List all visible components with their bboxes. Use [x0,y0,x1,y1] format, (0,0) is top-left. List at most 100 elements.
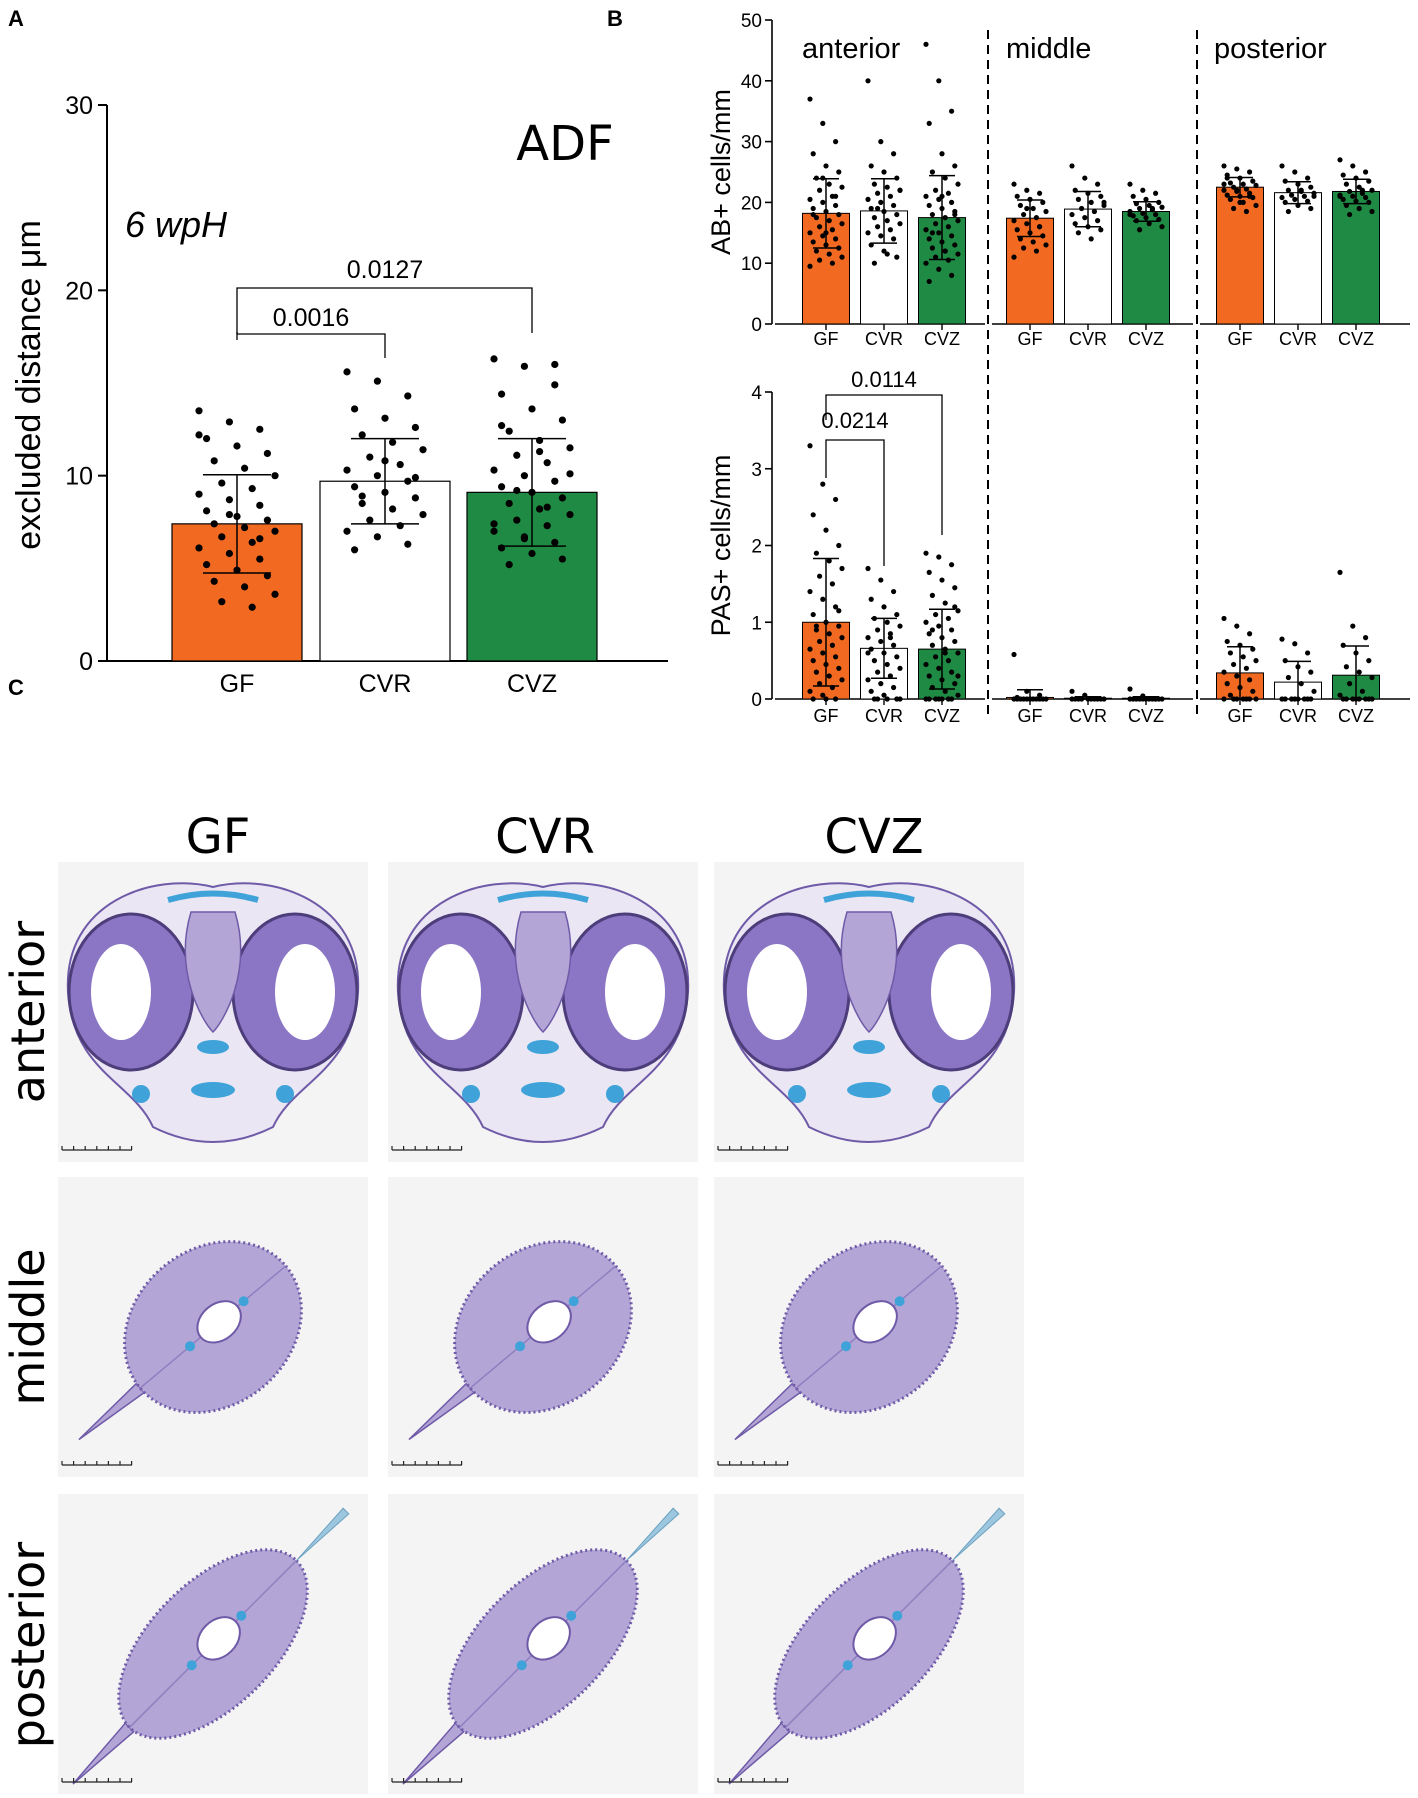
a-point-cvz [498,422,506,430]
b-top-point-middle-cvr [1082,215,1088,221]
b-top-point-middle-cvz [1149,205,1155,212]
b-top-point-posterior-gf [1227,180,1233,186]
c-trunk-section [78,1240,303,1441]
b-top-point-middle-cvr [1072,221,1078,227]
b-bottom-point-middle-gf [1043,696,1049,702]
a-point-gf [248,538,256,546]
c-cartilage [788,1085,806,1103]
c-goblet-cell [568,1296,579,1307]
a-x-tick-label: CVR [359,670,412,698]
b-bottom-point-anterior-cvz [936,665,942,671]
a-point-gf [218,479,226,487]
b-bottom-y-tick-label: 4 [751,383,762,404]
a-point-cvz [505,499,513,508]
b-top-point-middle-gf [1037,190,1043,196]
c-panel-middle-gf [58,1177,368,1477]
b-bottom-point-anterior-cvz [955,692,961,698]
b-top-point-posterior-gf [1221,181,1227,187]
b-top-point-anterior-cvz [936,266,942,272]
b-bottom-point-anterior-cvr [897,696,903,702]
b-bottom-point-anterior-cvz [949,627,955,633]
b-top-point-posterior-cvz [1350,193,1356,199]
b-bottom-x-tick-label: CVR [1279,706,1317,726]
b-bottom-point-anterior-gf [826,631,832,637]
b-region-label-middle: middle [1006,33,1091,65]
a-point-cvz [558,555,567,563]
c-column-label: GF [186,809,251,865]
b-top-point-middle-cvz [1143,196,1149,202]
b-top-point-posterior-cvr [1301,193,1307,199]
b-top-point-anterior-gf [807,196,813,202]
a-point-gf [225,418,233,426]
b-top-point-anterior-gf [833,193,839,199]
b-bottom-point-anterior-gf [817,681,823,687]
b-top-point-posterior-gf [1237,199,1243,205]
b-bottom-point-anterior-cvz [929,642,936,648]
b-top-point-anterior-cvz [929,211,936,218]
b-top-x-tick-label: CVR [1069,329,1107,349]
b-bottom-point-anterior-cvr [897,665,903,671]
c-row-label: middle [1,1248,55,1405]
b-bottom-point-posterior-cvr [1292,641,1298,647]
b-bottom-point-middle-cvz [1159,696,1165,702]
b-bottom-point-posterior-cvr [1285,674,1291,681]
c-cartilage [276,1085,294,1103]
a-point-cvr [351,546,359,554]
c-cartilage [462,1085,480,1103]
b-top-point-middle-gf [1030,205,1036,212]
b-top-point-posterior-gf [1227,196,1233,202]
b-top-point-middle-cvz [1127,211,1133,218]
b-bottom-point-anterior-gf [829,581,836,587]
b-top-point-anterior-cvr [884,184,890,190]
b-top-point-anterior-cvz [929,245,936,251]
a-point-cvz [543,459,551,467]
b-bottom-x-tick-label: CVZ [1338,706,1374,726]
b-top-point-middle-gf [1024,221,1030,227]
c-fin [296,1507,350,1561]
a-point-cvr [404,540,412,548]
a-point-cvr [343,466,351,474]
b-top-point-posterior-cvr [1279,163,1285,169]
a-point-gf [195,407,203,415]
b-bottom-point-anterior-cvr [868,596,874,602]
b-top-point-middle-cvz [1137,205,1143,212]
a-point-gf [195,490,203,498]
c-trunk-section [408,1240,633,1441]
b-bottom-point-posterior-gf [1234,673,1240,679]
b-bottom-point-middle-cvz [1127,686,1133,692]
b-top-y-tick-label: 50 [741,11,762,32]
c-trunk-section [72,1507,350,1785]
b-bottom-point-anterior-gf [833,696,839,702]
b-top-point-anterior-gf [810,239,816,245]
b-bottom-point-posterior-cvz [1340,642,1346,648]
b-top-y-tick-label: 30 [741,133,762,154]
b-bottom-point-anterior-cvr [897,623,903,629]
b-top-point-anterior-gf [836,211,842,218]
b-bottom-point-anterior-gf [807,443,813,449]
b-top-point-middle-gf [1040,199,1046,205]
b-bottom-point-anterior-cvr [865,565,871,572]
b-top-point-middle-cvz [1130,193,1136,199]
b-bottom-point-anterior-gf [807,688,813,694]
b-bottom-point-posterior-gf [1221,615,1227,622]
b-bottom-point-anterior-cvz [933,654,939,660]
b-bottom-point-anterior-cvz [942,600,948,606]
b-bottom-point-anterior-cvr [884,661,890,668]
a-point-cvr [373,533,381,541]
b-bottom-x-tick-label: CVZ [924,706,960,726]
a-point-gf [210,520,218,528]
b-top-point-posterior-cvr [1298,187,1304,193]
b-bottom-x-tick-label: GF [814,706,839,726]
b-top-point-anterior-cvz [936,78,942,84]
b-top-point-posterior-cvr [1308,205,1314,212]
c-column-label: CVZ [824,809,923,865]
b-top-x-tick-label: CVZ [1128,329,1164,349]
c-cartilage [606,1085,624,1103]
b-region-label-posterior: posterior [1214,33,1327,65]
b-bottom-point-anterior-cvz [952,638,958,645]
b-top-point-middle-cvz [1159,224,1165,230]
b-bottom-y-tick-label: 1 [751,613,762,634]
b-top-point-anterior-cvz [942,248,948,254]
b-top-point-posterior-cvr [1292,196,1298,202]
